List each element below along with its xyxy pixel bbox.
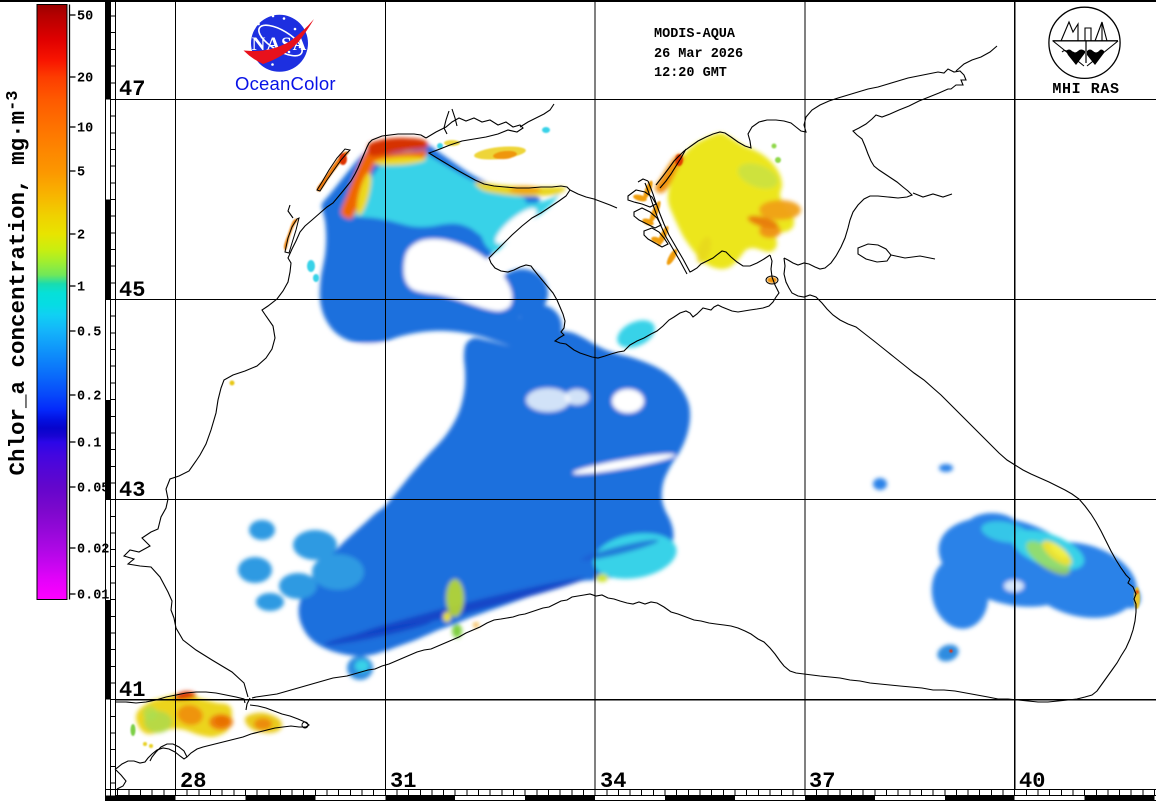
svg-text:10: 10 — [77, 122, 93, 137]
svg-text:50: 50 — [77, 10, 93, 25]
svg-text:34: 34 — [600, 769, 626, 794]
svg-text:45: 45 — [119, 278, 145, 303]
svg-text:47: 47 — [119, 77, 145, 102]
svg-text:OceanColor: OceanColor — [235, 73, 336, 94]
svg-text:1: 1 — [77, 281, 85, 296]
svg-text:37: 37 — [809, 769, 835, 794]
svg-text:0.1: 0.1 — [77, 437, 101, 452]
svg-text:MODIS-AQUA: MODIS-AQUA — [654, 27, 736, 42]
svg-text:NASA: NASA — [252, 34, 308, 55]
svg-text:26 Mar 2026: 26 Mar 2026 — [654, 47, 743, 62]
svg-text:43: 43 — [119, 478, 145, 503]
svg-text:41: 41 — [119, 678, 145, 703]
svg-text:MHI RAS: MHI RAS — [1052, 81, 1119, 98]
svg-text:20: 20 — [77, 72, 93, 87]
svg-text:40: 40 — [1019, 769, 1045, 794]
svg-text:0.2: 0.2 — [77, 390, 101, 405]
svg-text:0.5: 0.5 — [77, 326, 101, 341]
svg-text:2: 2 — [77, 229, 85, 244]
svg-text:Chlor_a concentration, mg·m-3: Chlor_a concentration, mg·m-3 — [4, 91, 31, 476]
svg-text:5: 5 — [77, 166, 85, 181]
svg-text:0.05: 0.05 — [77, 482, 109, 497]
svg-text:0.01: 0.01 — [77, 589, 109, 604]
svg-text:0.02: 0.02 — [77, 543, 109, 558]
svg-text:28: 28 — [180, 769, 206, 794]
svg-text:31: 31 — [390, 769, 416, 794]
svg-text:12:20 GMT: 12:20 GMT — [654, 66, 727, 81]
